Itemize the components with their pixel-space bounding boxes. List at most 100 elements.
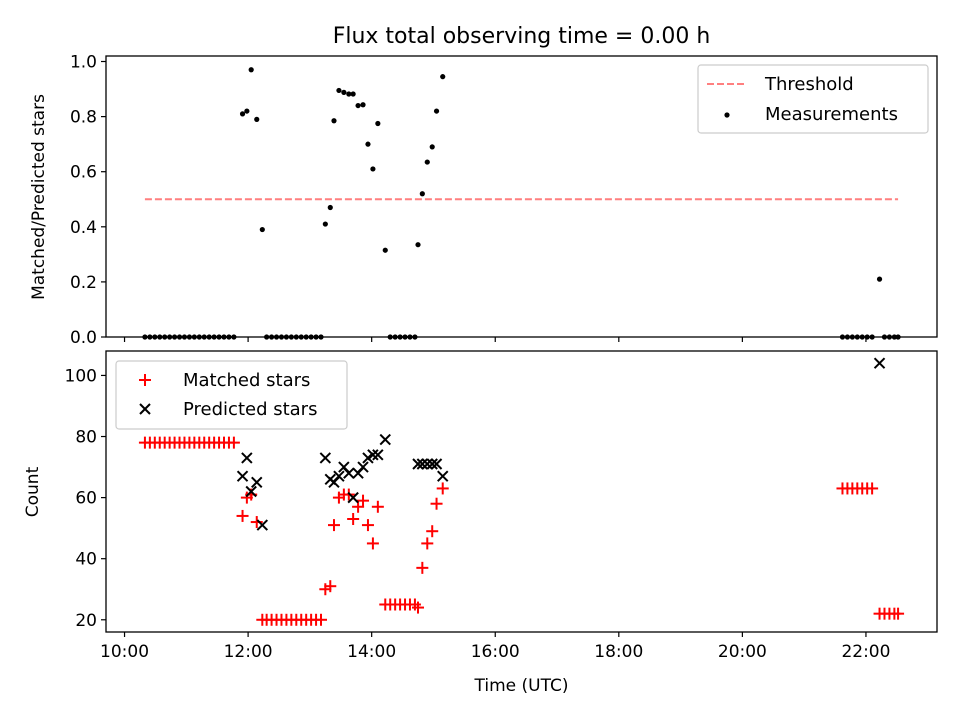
predicted-star-marker bbox=[379, 433, 391, 446]
predicted-star-marker bbox=[347, 491, 359, 504]
legend-measurements-swatch bbox=[724, 112, 730, 118]
bottom-y-ticks: 20 40 60 80 100 bbox=[65, 366, 106, 631]
y-tick-label: 60 bbox=[75, 489, 97, 509]
matched-star-marker bbox=[250, 516, 263, 529]
bottom-y-axis-label: Count bbox=[23, 466, 43, 517]
x-tick-label: 20:00 bbox=[718, 642, 767, 662]
y-tick-label: 1.0 bbox=[70, 53, 97, 73]
predicted-stars-group bbox=[236, 357, 886, 531]
legend-matched-label: Matched stars bbox=[183, 370, 310, 391]
predicted-star-marker bbox=[416, 458, 429, 470]
matched-star-marker bbox=[315, 613, 328, 626]
measurement-point bbox=[375, 120, 381, 127]
measurement-point bbox=[327, 204, 333, 211]
measurement-point bbox=[370, 166, 376, 172]
measurement-point bbox=[341, 89, 347, 95]
matched-star-marker bbox=[227, 436, 240, 449]
bottom-plot-frame bbox=[105, 350, 938, 633]
legend-predicted-label: Predicted stars bbox=[183, 399, 317, 420]
x-tick-label: 10:00 bbox=[100, 642, 149, 662]
matched-star-marker bbox=[421, 537, 434, 550]
matched-star-marker bbox=[352, 500, 365, 513]
x-tick-label: 22:00 bbox=[841, 642, 890, 662]
matched-star-marker bbox=[892, 607, 905, 620]
matched-star-marker bbox=[412, 601, 425, 614]
measurement-point bbox=[440, 74, 446, 80]
x-tick-label: 16:00 bbox=[471, 642, 520, 662]
predicted-star-marker bbox=[343, 467, 355, 479]
top-plot-title: Flux total observing time = 0.00 h bbox=[333, 24, 711, 49]
top-y-axis-label: Matched/Predicted stars bbox=[29, 94, 49, 300]
matched-star-marker bbox=[416, 561, 429, 574]
matched-star-marker bbox=[324, 580, 337, 593]
y-tick-label: 0.4 bbox=[70, 218, 97, 238]
measurement-point bbox=[346, 91, 352, 97]
predicted-star-marker bbox=[421, 458, 433, 470]
bottom-plot-panel: Count Time (UTC) 20 40 60 80 100 10:00 12:00 1… bbox=[23, 350, 938, 696]
matched-star-marker bbox=[347, 512, 360, 525]
measurement-point bbox=[248, 67, 254, 73]
measurement-point bbox=[429, 144, 435, 150]
matched-star-marker bbox=[371, 500, 384, 513]
y-tick-label: 80 bbox=[75, 428, 97, 448]
bottom-legend-box bbox=[115, 360, 348, 430]
matched-stars-group bbox=[138, 436, 905, 626]
measurement-point bbox=[382, 247, 388, 253]
matched-star-marker bbox=[361, 519, 374, 532]
top-plot-frame bbox=[105, 55, 938, 338]
predicted-star-marker bbox=[412, 458, 424, 470]
predicted-star-marker bbox=[372, 449, 384, 461]
predicted-star-marker bbox=[333, 470, 345, 482]
predicted-star-marker bbox=[256, 519, 269, 531]
predicted-star-marker bbox=[319, 452, 332, 464]
legend-measurements-label: Measurements bbox=[765, 104, 898, 125]
top-plot-panel: Flux total observing time = 0.00 h Match… bbox=[29, 24, 938, 348]
x-tick-label: 18:00 bbox=[594, 642, 643, 662]
matched-star-marker bbox=[327, 519, 340, 532]
predicted-star-marker bbox=[357, 461, 369, 473]
y-tick-label: 20 bbox=[75, 611, 97, 631]
measurement-point bbox=[244, 108, 250, 114]
measurement-point bbox=[433, 108, 440, 114]
measurement-point bbox=[355, 102, 361, 109]
measurement-point bbox=[360, 102, 366, 108]
predicted-star-marker bbox=[251, 476, 263, 489]
measurement-point bbox=[336, 87, 342, 94]
measurement-point bbox=[876, 276, 883, 282]
bottom-x-axis-label: Time (UTC) bbox=[474, 676, 569, 696]
measurement-point bbox=[365, 141, 371, 147]
measurement-point bbox=[415, 242, 421, 248]
bottom-legend: Matched stars Predicted stars bbox=[115, 360, 348, 430]
matched-star-marker bbox=[866, 482, 879, 495]
legend-threshold-label: Threshold bbox=[764, 74, 854, 95]
x-tick-label: 12:00 bbox=[224, 642, 273, 662]
legend-predicted-swatch bbox=[139, 403, 151, 415]
matched-star-marker bbox=[430, 497, 443, 510]
predicted-star-marker bbox=[236, 470, 249, 482]
matched-star-marker bbox=[366, 537, 379, 550]
measurement-point bbox=[424, 159, 430, 165]
top-y-ticks: 0.0 0.2 0.4 0.6 0.8 1.0 bbox=[70, 53, 106, 348]
predicted-star-marker bbox=[245, 485, 257, 498]
measurement-point bbox=[419, 191, 425, 197]
y-tick-label: 0.2 bbox=[70, 273, 97, 293]
top-x-ticks bbox=[123, 337, 867, 342]
matched-star-marker bbox=[436, 482, 449, 495]
top-legend-box bbox=[697, 64, 929, 134]
matched-star-marker bbox=[426, 525, 439, 538]
y-tick-label: 0.0 bbox=[70, 328, 97, 348]
predicted-star-marker bbox=[241, 452, 253, 464]
measurement-point bbox=[322, 221, 328, 227]
y-tick-label: 100 bbox=[65, 366, 97, 386]
predicted-star-marker bbox=[873, 357, 886, 369]
y-tick-label: 0.6 bbox=[70, 163, 97, 183]
measurement-point bbox=[331, 118, 337, 124]
predicted-star-marker bbox=[426, 458, 438, 470]
measurement-point bbox=[239, 111, 246, 117]
matched-star-marker bbox=[357, 494, 370, 507]
measurement-point bbox=[254, 116, 260, 122]
predicted-star-marker bbox=[367, 449, 379, 461]
y-tick-label: 40 bbox=[75, 550, 97, 570]
predicted-star-marker bbox=[430, 458, 443, 470]
legend-matched-swatch bbox=[139, 374, 151, 386]
